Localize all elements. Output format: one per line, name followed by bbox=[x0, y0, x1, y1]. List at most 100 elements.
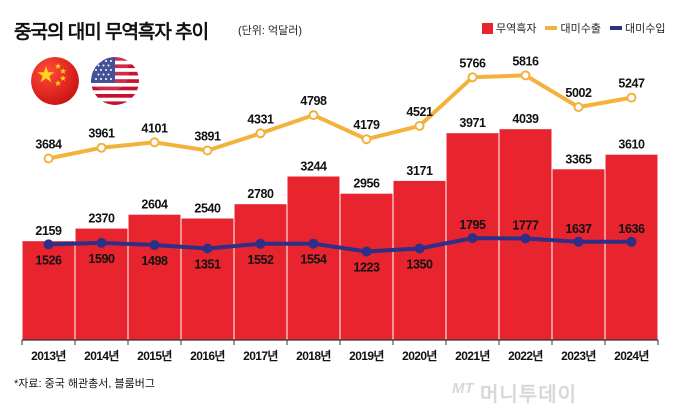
import-point-2013년 bbox=[43, 239, 54, 250]
import-value-label: 1526 bbox=[35, 253, 62, 267]
x-tick-label: 2023년 bbox=[561, 349, 596, 363]
data-label-layer: 2159 2370 2604 2540 2780 3244 2956 3171 3971 4039… bbox=[35, 54, 645, 274]
x-tick-label: 2020년 bbox=[402, 349, 437, 363]
legend-item-exports: 대미수출 bbox=[545, 20, 601, 36]
export-value-label: 4101 bbox=[141, 121, 168, 135]
import-value-label: 1552 bbox=[247, 253, 274, 267]
export-value-label: 5002 bbox=[565, 86, 592, 100]
import-value-label: 1777 bbox=[512, 219, 539, 233]
import-point-2021년 bbox=[467, 233, 478, 244]
import-point-2018년 bbox=[308, 238, 319, 249]
import-line bbox=[48, 236, 632, 254]
usa-flag-icon bbox=[91, 57, 139, 105]
import-value-label: 1350 bbox=[406, 258, 433, 272]
x-tick-label: 2021년 bbox=[455, 349, 490, 363]
export-value-label: 4798 bbox=[300, 94, 327, 108]
export-point-2018년 bbox=[308, 110, 319, 121]
x-tick-label: 2017년 bbox=[243, 349, 278, 363]
export-value-label: 4331 bbox=[247, 112, 274, 126]
legend-swatch-exports bbox=[545, 26, 558, 30]
bar-2020년 bbox=[393, 180, 446, 340]
x-axis: 2013년 2014년 2015년 2016년 2017년 2018년 2019년 2020년… bbox=[21, 339, 659, 363]
export-value-label: 3684 bbox=[35, 138, 62, 152]
bar-value-label: 3971 bbox=[459, 116, 486, 130]
import-point-2022년 bbox=[520, 233, 531, 244]
import-point-2015년 bbox=[149, 240, 160, 250]
bar-value-label: 2780 bbox=[247, 187, 274, 201]
bar-value-label: 3365 bbox=[565, 152, 592, 166]
import-point-2023년 bbox=[573, 236, 584, 247]
export-value-label: 4521 bbox=[406, 105, 433, 119]
legend-item-imports: 대미수입 bbox=[609, 20, 666, 36]
legend-label-imports: 대미수입 bbox=[624, 23, 666, 35]
legend: 무역흑자 대미수출 대미수입 bbox=[482, 20, 665, 36]
import-value-label: 1636 bbox=[618, 222, 645, 236]
export-point-2017년 bbox=[255, 128, 266, 139]
legend-label-trade-surplus: 무역흑자 bbox=[496, 23, 537, 35]
export-value-label: 5816 bbox=[512, 54, 539, 68]
export-point-2020년 bbox=[414, 120, 425, 131]
import-point-2020년 bbox=[414, 243, 425, 254]
bar-layer bbox=[22, 129, 658, 340]
import-value-label: 1590 bbox=[88, 252, 115, 266]
import-point-2014년 bbox=[96, 237, 107, 248]
export-point-2023년 bbox=[573, 102, 584, 113]
watermark: 머니투데이 bbox=[480, 384, 577, 406]
export-value-label: 4179 bbox=[353, 118, 380, 132]
bar-2019년 bbox=[340, 193, 393, 340]
x-tick-label: 2014년 bbox=[84, 349, 119, 363]
legend-label-exports: 대미수출 bbox=[560, 23, 601, 35]
export-point-2015년 bbox=[149, 137, 160, 148]
legend-swatch-imports bbox=[609, 26, 622, 30]
line-layer bbox=[43, 70, 637, 257]
import-value-label: 1223 bbox=[353, 261, 380, 275]
x-tick-label: 2016년 bbox=[190, 349, 225, 363]
export-point-2013년 bbox=[43, 153, 54, 164]
bar-2013년 bbox=[22, 241, 75, 340]
bar-2016년 bbox=[181, 218, 234, 340]
x-tick-label: 2013년 bbox=[31, 349, 66, 363]
import-value-label: 1351 bbox=[194, 258, 221, 272]
page-title: 중국의 대미 무역흑자 추이 bbox=[14, 22, 209, 43]
watermark-logo: MT bbox=[452, 380, 474, 397]
import-point-2024년 bbox=[626, 236, 637, 247]
import-value-label: 1554 bbox=[300, 253, 327, 267]
bar-value-label: 2540 bbox=[194, 202, 221, 216]
bar-value-label: 2604 bbox=[141, 198, 168, 212]
x-tick-label: 2022년 bbox=[508, 349, 543, 363]
export-value-label: 5247 bbox=[618, 77, 645, 91]
source-note: *자료: 중국 해관총서, 블룸버그 bbox=[14, 378, 156, 390]
bar-value-label: 3610 bbox=[618, 138, 645, 152]
china-flag-icon bbox=[31, 57, 79, 105]
unit-label: (단위: 억달러) bbox=[238, 25, 303, 37]
x-tick-label: 2024년 bbox=[614, 349, 649, 363]
legend-item-trade-surplus: 무역흑자 bbox=[482, 20, 536, 36]
x-tick-label: 2018년 bbox=[296, 349, 331, 363]
bar-value-label: 3171 bbox=[406, 164, 433, 178]
import-point-2019년 bbox=[361, 246, 372, 257]
import-value-label: 1795 bbox=[459, 218, 486, 232]
bar-value-label: 4039 bbox=[512, 112, 539, 126]
bar-2024년 bbox=[605, 154, 658, 340]
bar-2015년 bbox=[128, 214, 181, 340]
bar-value-label: 3244 bbox=[300, 160, 327, 174]
import-point-2016년 bbox=[202, 243, 213, 254]
bar-value-label: 2956 bbox=[353, 177, 380, 191]
bar-2017년 bbox=[234, 204, 287, 340]
bar-2023년 bbox=[552, 169, 605, 340]
bar-value-label: 2159 bbox=[35, 224, 62, 238]
export-point-2014년 bbox=[96, 142, 107, 153]
export-point-2019년 bbox=[361, 134, 372, 145]
x-tick-label: 2019년 bbox=[349, 349, 384, 363]
export-value-label: 3961 bbox=[88, 127, 115, 141]
export-point-2021년 bbox=[467, 72, 478, 83]
x-tick-label: 2015년 bbox=[137, 349, 172, 363]
export-point-2022년 bbox=[520, 70, 531, 81]
export-point-2024년 bbox=[626, 92, 637, 103]
import-value-label: 1498 bbox=[141, 254, 168, 268]
export-value-label: 5766 bbox=[459, 56, 486, 70]
import-value-label: 1637 bbox=[565, 222, 592, 236]
export-value-label: 3891 bbox=[194, 130, 221, 144]
export-line bbox=[48, 73, 632, 161]
